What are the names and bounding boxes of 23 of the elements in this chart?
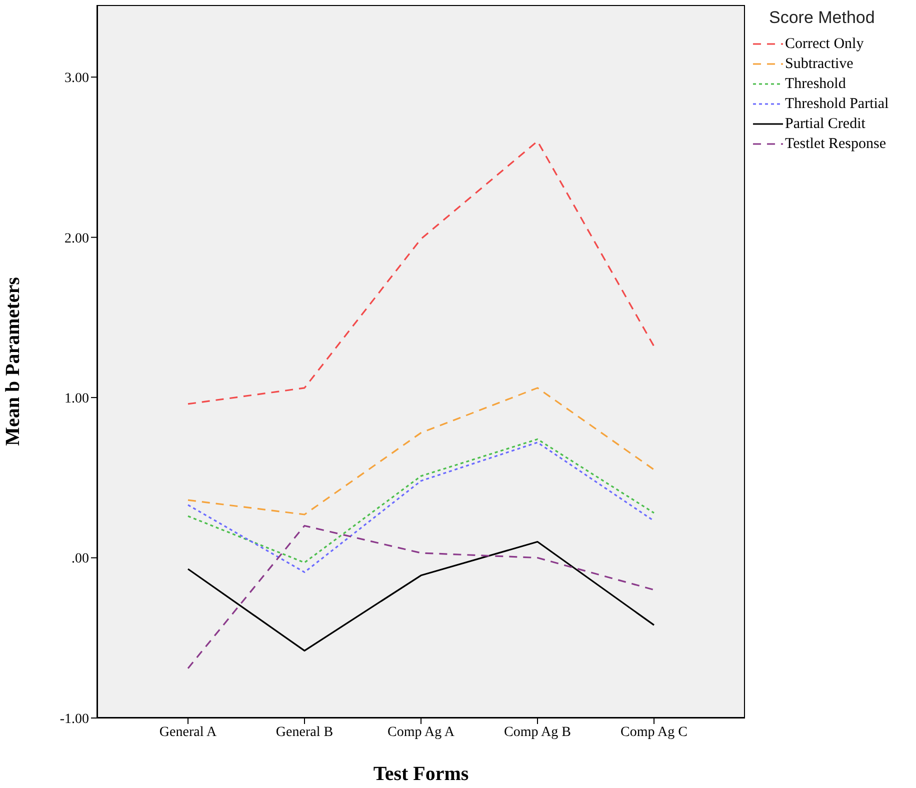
legend-label: Threshold Partial: [785, 95, 889, 114]
x-tick-label: Comp Ag A: [388, 724, 456, 740]
y-axis-title: Mean b Parameters: [2, 276, 24, 446]
line-series: [187, 540, 655, 652]
legend-label: Testlet Response: [785, 135, 886, 154]
y-tick-label: 1.00: [64, 392, 89, 407]
x-tick-label: General A: [159, 724, 218, 740]
x-tick-label: Comp Ag B: [504, 724, 571, 740]
y-tick-label: 2.00: [64, 231, 89, 246]
y-tick-label: -1.00: [60, 712, 89, 727]
x-tick-label: General B: [276, 724, 334, 740]
legend-label: Correct Only: [785, 35, 864, 54]
legend-label: Threshold: [785, 75, 846, 94]
line-series: [187, 387, 655, 516]
y-tick-label: .00: [72, 552, 89, 567]
y-tick-label: 3.00: [64, 71, 89, 86]
legend-label: Subtractive: [785, 55, 854, 74]
x-axis-title: Test Forms: [373, 763, 469, 785]
legend-label: Partial Credit: [785, 115, 866, 134]
x-tick-label: Comp Ag C: [620, 724, 688, 740]
legend-title: Score Method: [769, 8, 876, 28]
line-series: [187, 140, 655, 405]
line-series: [187, 524, 655, 670]
